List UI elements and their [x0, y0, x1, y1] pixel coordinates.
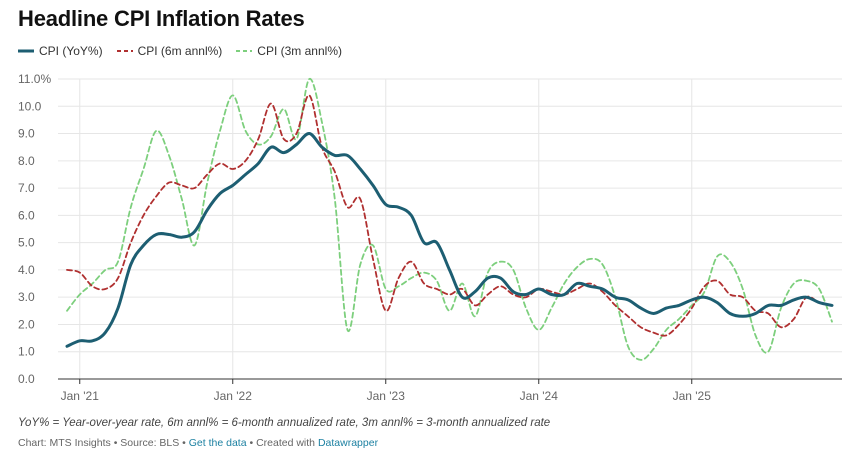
x-tick-label: Jan '24 [520, 389, 559, 403]
credit-source: Source: BLS [120, 437, 180, 449]
y-tick-label: 4.0 [18, 263, 35, 277]
chart-title: Headline CPI Inflation Rates [18, 6, 305, 31]
credit-separator: • [110, 437, 121, 449]
x-tick-label: Jan '23 [367, 389, 406, 403]
x-tick-label: Jan '25 [673, 389, 712, 403]
legend-item-3m: CPI (3m annl%) [236, 44, 342, 58]
y-tick-label: 2.0 [18, 317, 35, 331]
chart-footnote: YoY% = Year-over-year rate, 6m annl% = 6… [18, 417, 551, 429]
legend-item-yoy: CPI (YoY%) [18, 44, 103, 58]
series-line-3m [66, 78, 833, 361]
x-tick-label: Jan '21 [61, 389, 100, 403]
y-tick-label: 9.0 [18, 127, 35, 141]
series-line-6m [66, 94, 833, 337]
y-tick-label: 3.0 [18, 290, 35, 304]
legend-swatch-6m [116, 50, 133, 52]
y-tick-label: 7.0 [18, 181, 35, 195]
y-tick-label: 1.0 [18, 345, 35, 359]
chart-credits: Chart: MTS Insights • Source: BLS • Get … [18, 437, 378, 449]
chart-legend: CPI (YoY%) CPI (6m annl%) CPI (3m annl%) [18, 44, 356, 58]
legend-label-3m: CPI (3m annl%) [257, 44, 342, 58]
get-data-link[interactable]: Get the data [188, 437, 247, 449]
y-tick-label: 8.0 [18, 154, 35, 168]
y-tick-label: 11.0% [18, 72, 51, 86]
y-tick-label: 10.0 [18, 99, 42, 113]
y-tick-label: 6.0 [18, 208, 35, 222]
credit-chart-by: Chart: MTS Insights [18, 437, 111, 449]
credit-created-with: Created with [256, 437, 316, 449]
legend-swatch-3m [236, 50, 253, 52]
credit-separator: • [179, 437, 189, 449]
legend-item-6m: CPI (6m annl%) [116, 44, 223, 58]
line-chart: 0.0 1.0 2.0 3.0 4.0 5.0 6.0 7.0 8.0 9.0 10.0 11.0% J… [18, 72, 842, 403]
y-tick-label: 5.0 [18, 236, 35, 250]
series-line-yoy [65, 132, 834, 348]
legend-label-yoy: CPI (YoY%) [39, 44, 103, 58]
datawrapper-link[interactable]: Datawrapper [317, 437, 379, 449]
legend-swatch-yoy [18, 49, 34, 53]
y-tick-label: 0.0 [18, 372, 35, 386]
legend-label-6m: CPI (6m annl%) [137, 44, 223, 58]
credit-separator: • [246, 437, 257, 449]
x-tick-label: Jan '22 [214, 389, 253, 403]
